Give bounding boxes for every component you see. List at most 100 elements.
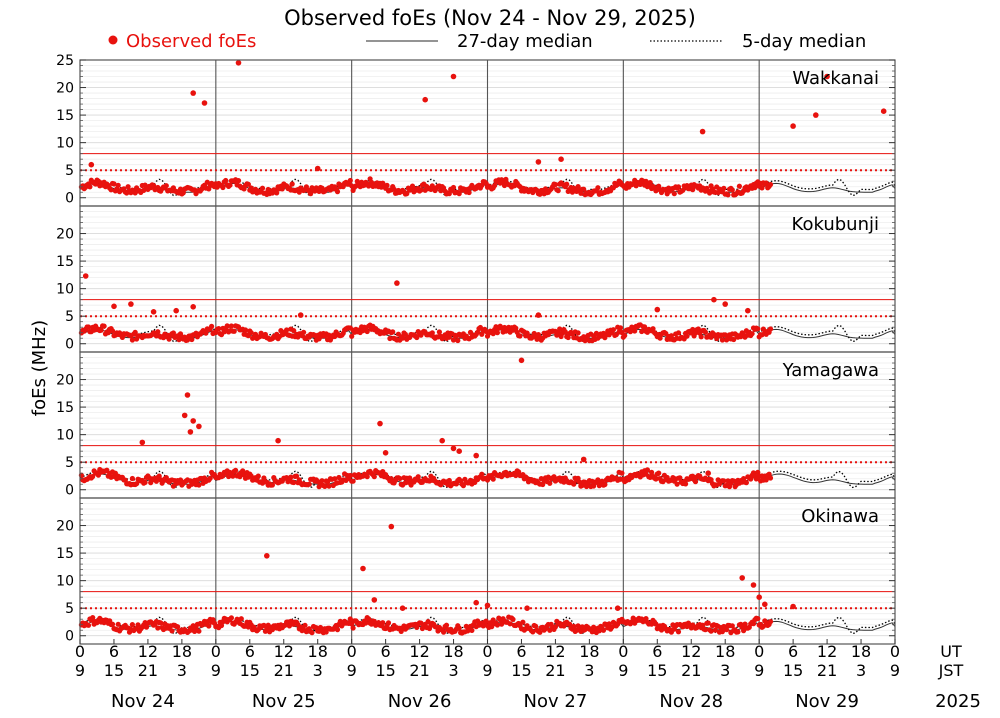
- observed-point: [483, 618, 489, 624]
- x-tick-label-ut: 12: [274, 642, 294, 661]
- observed-point: [425, 619, 431, 625]
- y-tick-label: 20: [56, 373, 74, 389]
- x-tick-label-ut: 12: [817, 642, 837, 661]
- observed-outlier: [824, 73, 830, 80]
- observed-point: [708, 477, 714, 483]
- y-tick-label: 10: [56, 574, 74, 590]
- observed-point: [366, 616, 372, 622]
- observed-point: [610, 327, 617, 333]
- observed-outlier: [314, 165, 321, 172]
- observed-point: [617, 325, 624, 331]
- observed-point: [228, 615, 234, 621]
- day-label: Nov 25: [252, 691, 316, 712]
- panel-okinawa: 0 5 10 15 20 Okinawa: [56, 497, 896, 645]
- x-tick-label-jst: 3: [584, 661, 594, 680]
- x-tick-label-ut: 6: [381, 642, 391, 661]
- observed-point: [155, 329, 161, 335]
- x-tick-label-jst: 9: [75, 661, 85, 680]
- observed-point: [350, 625, 356, 631]
- observed-point: [224, 323, 230, 329]
- observed-point: [755, 616, 761, 622]
- x-tick-label-jst: 9: [347, 661, 357, 680]
- observed-outlier: [150, 309, 157, 315]
- observed-outlier: [297, 312, 304, 318]
- observed-point: [151, 182, 157, 189]
- observed-point: [702, 329, 709, 335]
- observed-point: [698, 334, 704, 340]
- observed-outlier: [750, 582, 757, 588]
- observed-point: [752, 185, 758, 191]
- observed-point: [169, 628, 175, 634]
- x-tick-label-ut: 6: [516, 642, 526, 661]
- observed-point: [600, 627, 607, 633]
- observed-point: [98, 327, 104, 333]
- observed-outlier: [360, 565, 366, 572]
- observed-point: [490, 476, 496, 482]
- observed-point: [767, 181, 774, 188]
- y-tick-label: 15: [56, 108, 74, 124]
- observed-outlier: [484, 602, 491, 609]
- observed-outlier: [535, 159, 542, 165]
- observed-point: [760, 623, 767, 629]
- observed-point: [455, 337, 461, 344]
- observed-outlier: [711, 296, 717, 303]
- x-tick-label-ut: 0: [618, 642, 628, 661]
- y-tick-label: 5: [65, 309, 74, 325]
- year-label: 2025: [935, 691, 981, 712]
- observed-point: [750, 621, 757, 627]
- observed-point: [414, 334, 420, 341]
- legend-observed-label: Observed foEs: [126, 31, 256, 52]
- observed-outlier: [699, 128, 706, 135]
- observed-point: [622, 332, 628, 339]
- observed-point: [261, 622, 267, 629]
- x-tick-label-jst: 15: [511, 661, 531, 680]
- observed-point: [552, 181, 559, 188]
- y-tick-label: 0: [65, 629, 74, 645]
- observed-outlier: [111, 303, 117, 310]
- x-tick-label-ut: 12: [138, 642, 158, 661]
- observed-point: [220, 184, 226, 191]
- observed-point: [135, 622, 141, 628]
- observed-point: [520, 619, 526, 625]
- observed-point: [466, 189, 472, 196]
- observed-point: [571, 481, 577, 487]
- x-tick-label-jst: 3: [448, 661, 458, 680]
- observed-outlier: [439, 437, 446, 444]
- x-tick-label-jst: 21: [274, 661, 294, 680]
- observed-point: [334, 189, 341, 195]
- observed-outlier: [264, 553, 270, 559]
- x-tick-label-ut: 12: [409, 642, 429, 661]
- observed-point: [85, 622, 92, 628]
- observed-point: [562, 329, 568, 335]
- observed-point: [189, 336, 195, 343]
- observed-point: [692, 479, 699, 485]
- x-tick-label-ut: 18: [308, 642, 328, 661]
- observed-point: [731, 336, 737, 343]
- y-tick-label: 0: [65, 337, 74, 353]
- x-tick-label-ut: 6: [109, 642, 119, 661]
- observed-outlier: [705, 470, 711, 477]
- observed-outlier: [756, 594, 762, 600]
- observed-point: [475, 618, 481, 624]
- x-tick-label-jst: 3: [313, 661, 323, 680]
- observed-point: [650, 326, 656, 332]
- observed-point: [644, 467, 651, 473]
- observed-point: [109, 328, 116, 334]
- observed-outlier: [580, 456, 587, 463]
- observed-point: [456, 191, 462, 197]
- observed-outlier: [813, 112, 819, 118]
- observed-point: [170, 330, 176, 336]
- observed-point: [725, 192, 731, 198]
- observed-point: [513, 472, 519, 479]
- observed-point: [565, 334, 571, 341]
- observed-point: [591, 483, 597, 489]
- observed-point: [203, 330, 209, 336]
- day-label: Nov 29: [795, 691, 859, 712]
- observed-point: [289, 181, 295, 187]
- observed-point: [510, 616, 516, 623]
- observed-point: [274, 190, 280, 196]
- observed-point: [767, 619, 774, 625]
- observed-point: [537, 629, 543, 635]
- observed-point: [158, 620, 164, 626]
